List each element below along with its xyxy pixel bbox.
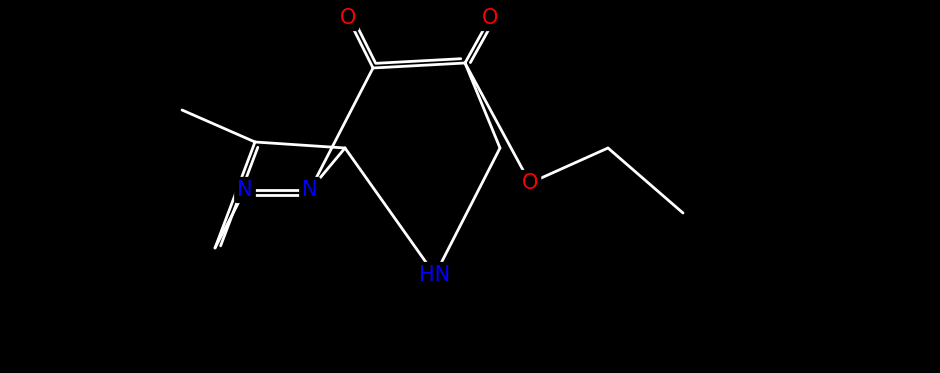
Text: O: O — [340, 8, 356, 28]
Text: N: N — [303, 180, 318, 200]
Text: HN: HN — [419, 265, 450, 285]
Text: N: N — [237, 180, 253, 200]
Text: O: O — [522, 173, 539, 193]
Text: O: O — [482, 8, 498, 28]
